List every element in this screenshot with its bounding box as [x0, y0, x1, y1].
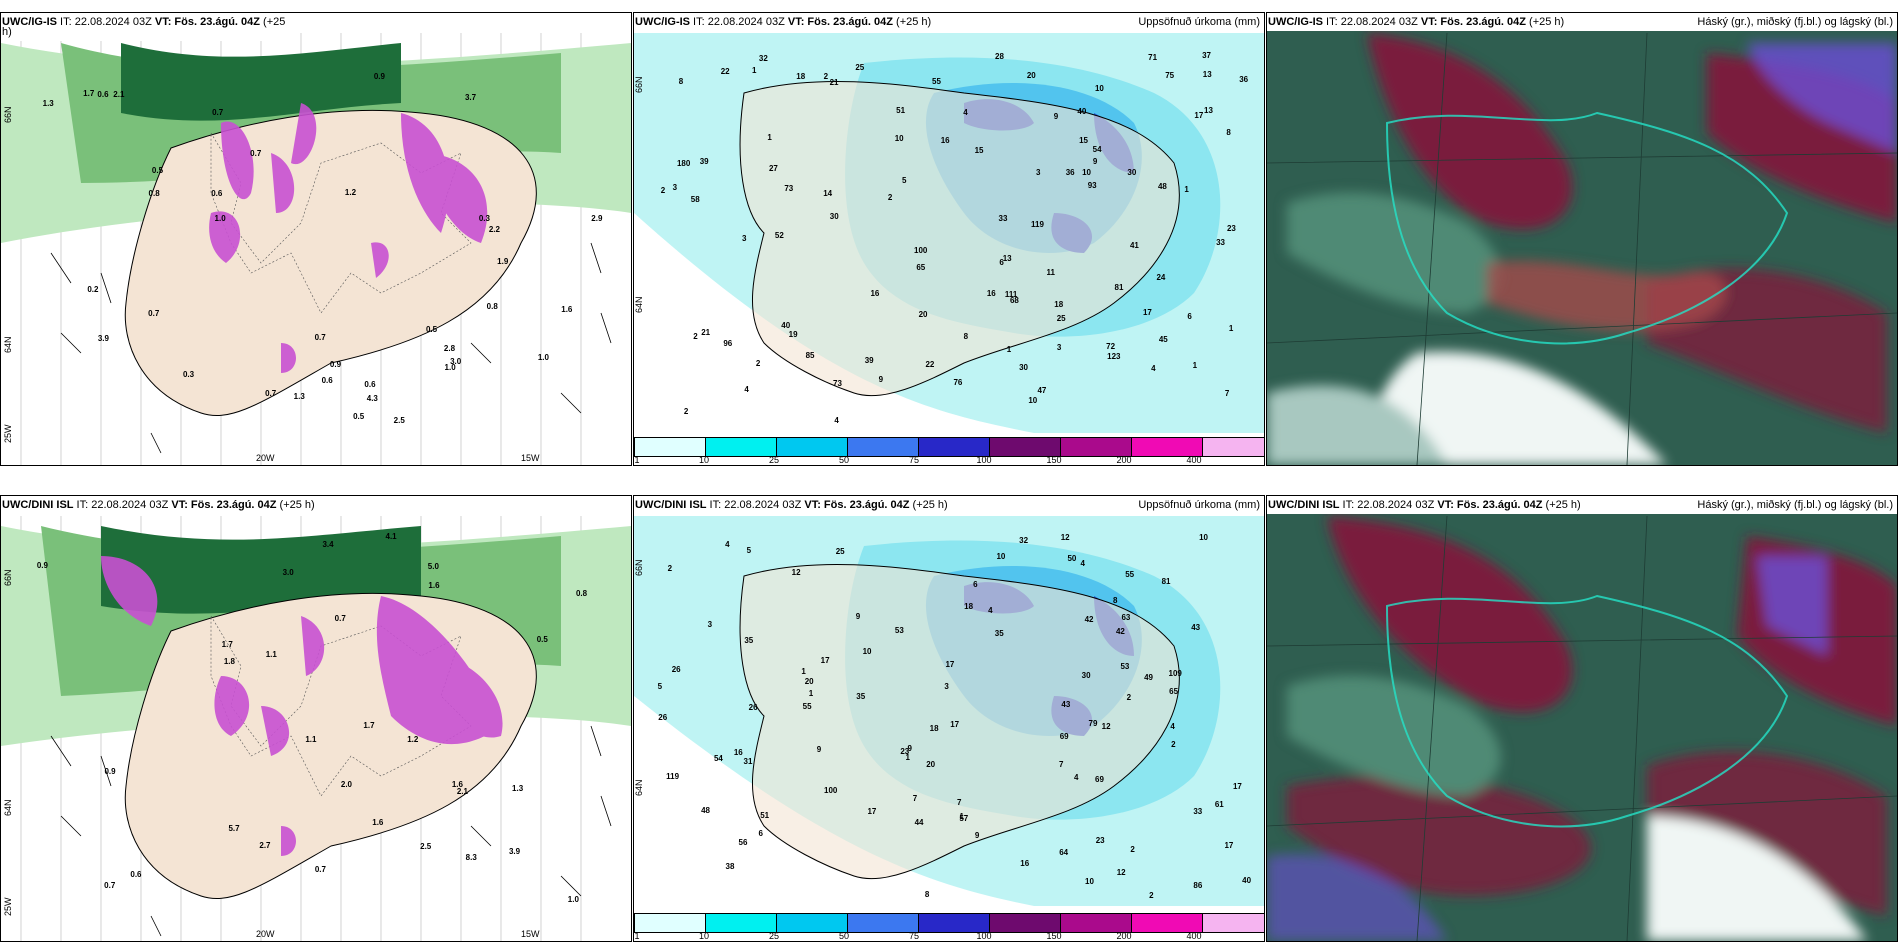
colorbar-tick-label: 100 [976, 931, 992, 941]
colorbar-tick-label: 1 [634, 455, 640, 465]
lon-label-mid: 20W [256, 929, 275, 939]
colorbar-tick-label: 50 [838, 455, 850, 465]
colorbar-segment [1131, 437, 1202, 457]
precip-colorbar-ticks: 1 10 25 50 75 100 150 200 400 [634, 931, 1264, 941]
panel-wind-precip-bottom: UWC/DINI ISL IT: 22.08.2024 03Z VT: Fös.… [0, 495, 632, 942]
map-background [634, 13, 1264, 465]
panel-header: UWC/DINI ISL IT: 22.08.2024 03Z VT: Fös.… [634, 496, 1264, 514]
lat-label-top: 66N [634, 76, 644, 93]
colorbar-segment [634, 437, 705, 457]
colorbar-tick-label: 400 [1186, 931, 1202, 941]
lat-label-top: 66N [3, 106, 13, 123]
colorbar-tick-label: 10 [698, 931, 710, 941]
colorbar-segment [1060, 437, 1131, 457]
map-background [1, 13, 631, 465]
lat-label-top: 66N [634, 559, 644, 576]
colorbar-tick-label: 150 [1046, 455, 1062, 465]
panel-title-right: Háský (gr.), miðský (fj.bl.) og lágský (… [1697, 16, 1893, 28]
precip-colorbar-ticks: 1 10 25 50 75 100 150 200 400 [634, 455, 1264, 465]
lon-label-right: 15W [521, 929, 540, 939]
colorbar-segment [1060, 913, 1131, 933]
panel-clouds-top: UWC/IG-IS IT: 22.08.2024 03Z VT: Fös. 23… [1266, 12, 1898, 466]
panel-header: UWC/DINI ISL IT: 22.08.2024 03Z VT: Fös.… [1, 496, 631, 514]
colorbar-tick-label: 200 [1116, 931, 1132, 941]
lat-label-top: 66N [3, 569, 13, 586]
map-background [1, 496, 631, 941]
panel-header: UWC/IG-IS IT: 22.08.2024 03Z VT: Fös. 23… [1, 13, 286, 41]
colorbar-segment [634, 913, 705, 933]
map-background [1267, 496, 1897, 941]
colorbar-segment [918, 913, 989, 933]
colorbar-tick-label: 25 [768, 455, 780, 465]
panel-header: UWC/IG-IS IT: 22.08.2024 03Z VT: Fös. 23… [1267, 13, 1897, 31]
colorbar-segment [776, 437, 847, 457]
colorbar-tick-label: 75 [908, 931, 920, 941]
panel-header: UWC/IG-IS IT: 22.08.2024 03Z VT: Fös. 23… [634, 13, 1264, 31]
lat-label-bottom: 64N [3, 799, 13, 816]
panel-wind-precip-top: UWC/IG-IS IT: 22.08.2024 03Z VT: Fös. 23… [0, 12, 632, 466]
map-background [634, 496, 1264, 941]
map-background [1267, 13, 1897, 465]
lon-label-left: 25W [3, 897, 13, 916]
panel-title-right: Háský (gr.), miðský (fj.bl.) og lágský (… [1697, 499, 1893, 511]
colorbar-segment [989, 437, 1060, 457]
panel-title-right: Uppsöfnuð úrkoma (mm) [1138, 499, 1260, 511]
colorbar-tick-label: 75 [908, 455, 920, 465]
colorbar-tick-label: 50 [838, 931, 850, 941]
colorbar-segment [1202, 913, 1264, 933]
lat-label-bottom: 64N [634, 296, 644, 313]
colorbar-segment [847, 437, 918, 457]
precip-colorbar [634, 913, 1264, 933]
panel-clouds-bottom: UWC/DINI ISL IT: 22.08.2024 03Z VT: Fös.… [1266, 495, 1898, 942]
colorbar-tick-label: 100 [976, 455, 992, 465]
colorbar-segment [918, 437, 989, 457]
panel-title-right: Uppsöfnuð úrkoma (mm) [1138, 16, 1260, 28]
lon-label-left: 25W [3, 424, 13, 443]
lon-label-right: 15W [521, 453, 540, 463]
colorbar-segment [705, 437, 776, 457]
colorbar-tick-label: 200 [1116, 455, 1132, 465]
colorbar-tick-label: 10 [698, 455, 710, 465]
colorbar-segment [776, 913, 847, 933]
panel-precip-bottom: UWC/DINI ISL IT: 22.08.2024 03Z VT: Fös.… [633, 495, 1265, 942]
lat-label-bottom: 64N [3, 336, 13, 353]
lon-label-mid: 20W [256, 453, 275, 463]
colorbar-tick-label: 25 [768, 931, 780, 941]
panel-header: UWC/DINI ISL IT: 22.08.2024 03Z VT: Fös.… [1267, 496, 1897, 514]
colorbar-segment [847, 913, 918, 933]
lat-label-bottom: 64N [634, 779, 644, 796]
colorbar-tick-label: 1 [634, 931, 640, 941]
colorbar-segment [989, 913, 1060, 933]
colorbar-tick-label: 400 [1186, 455, 1202, 465]
panel-precip-top: UWC/IG-IS IT: 22.08.2024 03Z VT: Fös. 23… [633, 12, 1265, 466]
colorbar-segment [1202, 437, 1264, 457]
precip-colorbar [634, 437, 1264, 457]
colorbar-segment [1131, 913, 1202, 933]
colorbar-segment [705, 913, 776, 933]
colorbar-tick-label: 150 [1046, 931, 1062, 941]
